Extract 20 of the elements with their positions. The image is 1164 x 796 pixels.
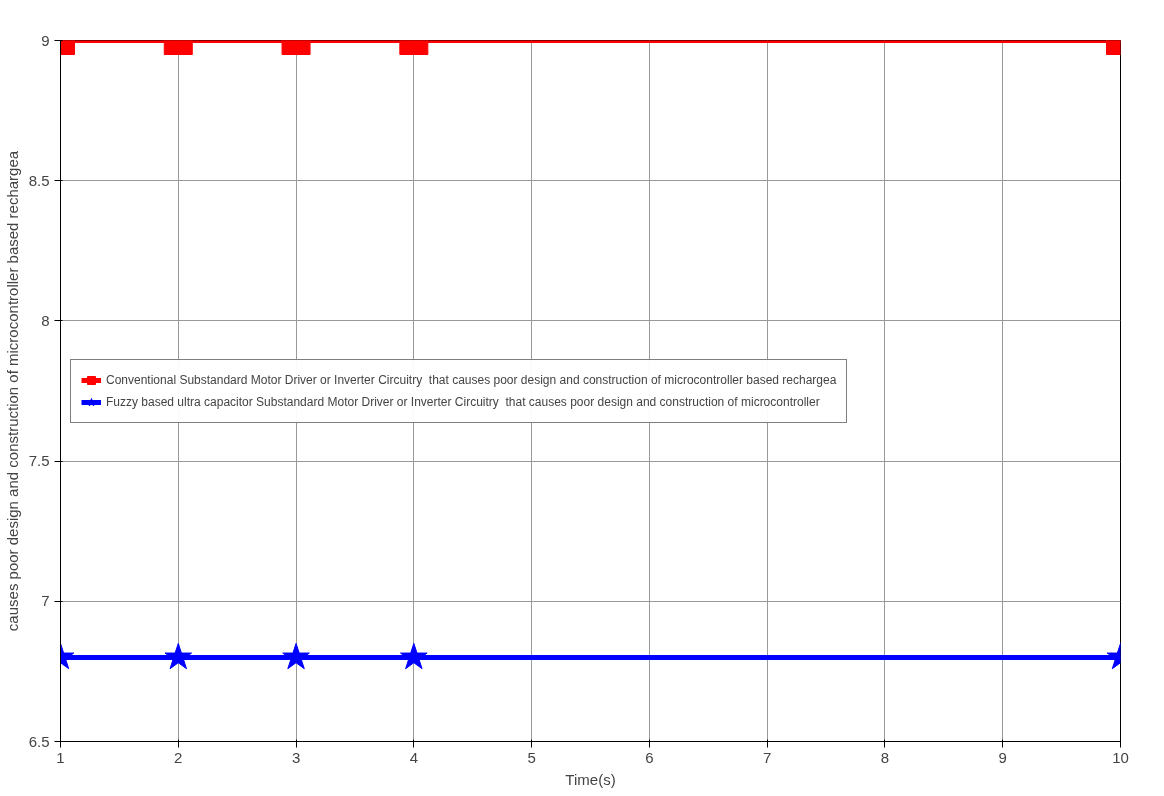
legend-label: Fuzzy based ultra capacitor Substandard Motor Driver or Inverter Circuitry that causes poor design and construction of microcontroller xyxy=(106,394,820,409)
x-tick-label: 8 xyxy=(880,748,890,766)
x-tick-label: 2 xyxy=(174,748,183,766)
y-tick-label: 6.5 xyxy=(28,732,50,750)
x-tick-label: 10 xyxy=(1112,748,1129,766)
x-tick-label: 4 xyxy=(409,748,419,766)
x-tick-label: 7 xyxy=(763,748,772,766)
y-tick-label: 9 xyxy=(41,31,50,49)
x-tick-label: 6 xyxy=(645,748,654,766)
y-axis-title: causes poor design and construction of microcontroller based rechargea xyxy=(3,150,21,632)
y-tick-label: 7.5 xyxy=(28,452,50,470)
y-tick-label: 7 xyxy=(41,592,50,610)
x-tick-label: 5 xyxy=(527,748,536,766)
y-tick-label: 8.5 xyxy=(28,171,50,189)
x-axis-title: Time(s) xyxy=(565,770,616,788)
x-tick-label: 9 xyxy=(998,748,1007,766)
x-tick-label: 1 xyxy=(56,748,65,766)
y-tick-label: 8 xyxy=(41,311,50,329)
x-tick-label: 3 xyxy=(291,748,301,766)
legend-label: Conventional Substandard Motor Driver or Inverter Circuitry that causes poor design and construction of microcontroller based rechargea xyxy=(106,372,837,387)
